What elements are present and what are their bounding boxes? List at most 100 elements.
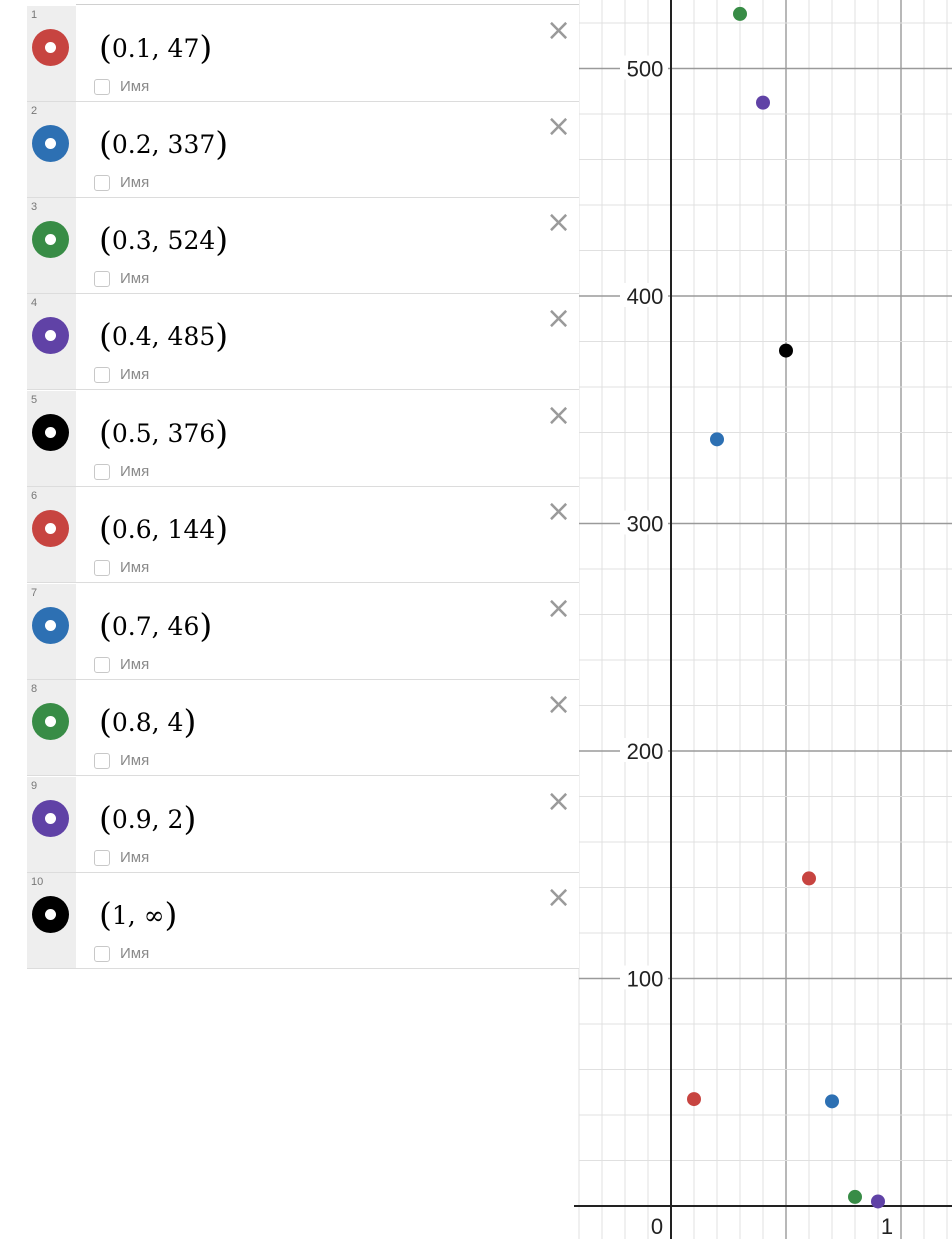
point-x-value: 1 (111, 901, 128, 930)
expression-row[interactable]: 4 (0.4, 485) Имя × (27, 294, 579, 390)
label-checkbox[interactable] (94, 753, 110, 769)
expression-input[interactable]: (0.9, 2) (99, 797, 196, 838)
tick-label-background (620, 965, 668, 990)
expression-row[interactable]: 9 (0.9, 2) Имя × (27, 777, 579, 873)
label-checkbox[interactable] (94, 79, 110, 95)
point-color-icon[interactable] (32, 221, 69, 258)
delete-expression-icon[interactable]: × (546, 880, 572, 915)
expression-gutter: 6 (27, 487, 76, 582)
label-checkbox[interactable] (94, 850, 110, 866)
label-checkbox[interactable] (94, 271, 110, 287)
data-point[interactable] (756, 95, 770, 110)
point-y-value: 485 (167, 322, 216, 351)
point-color-icon[interactable] (32, 317, 69, 354)
comma: , (151, 34, 168, 63)
x-tick-label: 1 (881, 1214, 893, 1239)
tick-label-background (620, 283, 668, 307)
delete-expression-icon[interactable]: × (546, 301, 572, 336)
data-point[interactable] (825, 1094, 839, 1109)
point-y-value: 337 (167, 130, 216, 159)
comma: , (127, 901, 144, 930)
point-color-icon[interactable] (32, 896, 69, 933)
y-tick-label: 400 (627, 284, 664, 309)
label-placeholder: Имя (120, 656, 150, 673)
y-tick-label: 100 (627, 967, 664, 992)
data-point[interactable] (779, 343, 793, 358)
point-y-value: 524 (167, 226, 216, 255)
row-number: 9 (31, 780, 38, 792)
point-y-value: 2 (167, 805, 184, 834)
expression-input[interactable]: (1, ∞) (99, 893, 177, 934)
comma: , (151, 419, 168, 448)
expression-row[interactable]: 6 (0.6, 144) Имя × (27, 487, 579, 583)
delete-expression-icon[interactable]: × (546, 494, 572, 529)
point-color-icon[interactable] (32, 29, 69, 66)
point-y-value: 47 (167, 34, 200, 63)
comma: , (151, 708, 168, 737)
delete-expression-icon[interactable]: × (546, 205, 572, 240)
delete-expression-icon[interactable]: × (546, 784, 572, 819)
expression-input[interactable]: (0.8, 4) (99, 700, 196, 741)
expression-row[interactable]: 8 (0.8, 4) Имя × (27, 680, 579, 776)
label-checkbox[interactable] (94, 367, 110, 383)
point-color-icon[interactable] (32, 703, 69, 740)
label-placeholder: Имя (120, 559, 150, 576)
delete-expression-icon[interactable]: × (546, 109, 572, 144)
expression-row[interactable]: 5 (0.5, 376) Имя × (27, 391, 579, 487)
data-point[interactable] (802, 871, 816, 886)
expression-row[interactable]: 2 (0.2, 337) Имя × (27, 102, 579, 198)
expression-gutter: 9 (27, 777, 76, 872)
label-checkbox[interactable] (94, 464, 110, 480)
expression-gutter: 2 (27, 102, 76, 197)
label-checkbox[interactable] (94, 946, 110, 962)
expression-gutter: 5 (27, 391, 76, 486)
label-checkbox[interactable] (94, 657, 110, 673)
point-y-value: 46 (167, 612, 200, 641)
delete-expression-icon[interactable]: × (546, 13, 572, 48)
expression-gutter: 1 (27, 6, 76, 101)
expression-row[interactable]: 7 (0.7, 46) Имя × (27, 584, 579, 680)
expression-input[interactable]: (0.4, 485) (99, 314, 228, 355)
point-color-icon[interactable] (32, 607, 69, 644)
close-paren: ) (215, 509, 229, 548)
point-color-icon[interactable] (32, 510, 69, 547)
data-point[interactable] (871, 1194, 885, 1209)
row-number: 1 (31, 9, 38, 21)
open-paren: ( (99, 28, 112, 67)
point-color-icon[interactable] (32, 125, 69, 162)
comma: , (151, 612, 168, 641)
x-tick-label: 0 (651, 1214, 663, 1239)
delete-expression-icon[interactable]: × (546, 687, 572, 722)
label-placeholder: Имя (120, 752, 150, 769)
label-placeholder: Имя (120, 945, 150, 962)
label-checkbox[interactable] (94, 560, 110, 576)
expression-row[interactable]: 1 (0.1, 47) Имя × (27, 6, 579, 102)
comma: , (151, 226, 168, 255)
label-checkbox[interactable] (94, 175, 110, 191)
expression-input[interactable]: (0.1, 47) (99, 26, 212, 67)
row-number: 2 (31, 105, 38, 117)
expression-input[interactable]: (0.7, 46) (99, 604, 212, 645)
point-color-icon[interactable] (32, 800, 69, 837)
expression-list: 1 (0.1, 47) Имя × 2 (0.2, 337) Имя × 3 (0.3, 524)… (27, 0, 579, 969)
expression-input[interactable]: (0.6, 144) (99, 507, 229, 548)
point-x-value: 0.7 (111, 612, 152, 641)
expression-input[interactable]: (0.3, 524) (99, 218, 228, 259)
point-color-icon[interactable] (32, 414, 69, 451)
open-paren: ( (99, 895, 112, 934)
data-point[interactable] (733, 6, 747, 21)
data-point[interactable] (848, 1189, 862, 1204)
expression-row[interactable]: 3 (0.3, 524) Имя × (27, 198, 579, 294)
point-x-value: 0.1 (111, 34, 152, 63)
data-point[interactable] (687, 1092, 701, 1107)
delete-expression-icon[interactable]: × (546, 591, 572, 626)
point-y-value: 144 (167, 515, 216, 544)
delete-expression-icon[interactable]: × (546, 398, 572, 433)
point-x-value: 0.5 (111, 419, 152, 448)
expression-input[interactable]: (0.2, 337) (99, 122, 228, 163)
expression-row[interactable]: 10 (1, ∞) Имя × (27, 873, 579, 969)
expression-input[interactable]: (0.5, 376) (99, 411, 228, 452)
data-point[interactable] (710, 432, 724, 447)
open-paren: ( (99, 124, 112, 163)
